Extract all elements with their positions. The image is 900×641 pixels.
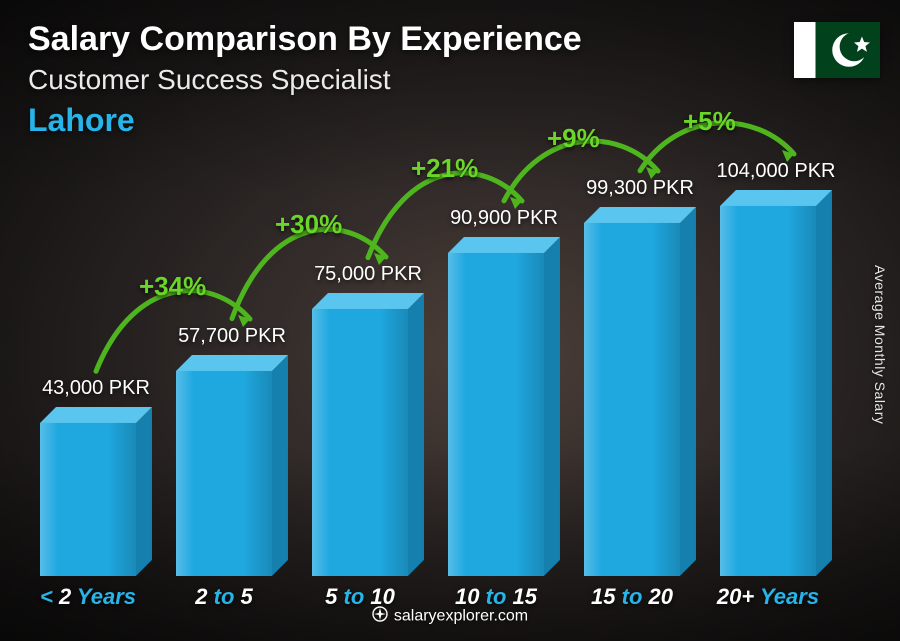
bar-value-label: 90,900 PKR (438, 207, 570, 230)
compass-icon (372, 606, 388, 627)
bar-front (720, 206, 816, 576)
bar-top (720, 190, 832, 206)
bar-front (176, 371, 272, 576)
bar-side (136, 407, 152, 576)
bar-top (312, 293, 424, 309)
bar-top (176, 355, 288, 371)
bar-front (584, 223, 680, 576)
increment-label: +30% (275, 209, 342, 240)
bar-side (272, 355, 288, 576)
increment-label: +5% (683, 106, 736, 137)
bar-top (40, 407, 152, 423)
bar-front (448, 253, 544, 576)
footer-attribution: salaryexplorer.com (0, 606, 900, 627)
footer-text: salaryexplorer.com (394, 608, 528, 625)
bar-front (312, 309, 408, 576)
bar-front (40, 423, 136, 576)
bar-side (544, 237, 560, 576)
bar (584, 223, 680, 576)
bar-value-label: 57,700 PKR (166, 325, 298, 348)
bar (448, 253, 544, 576)
bar-value-label: 104,000 PKR (710, 160, 842, 183)
bar (312, 309, 408, 576)
bar-top (584, 207, 696, 223)
bar-value-label: 43,000 PKR (30, 377, 162, 400)
bar-value-label: 75,000 PKR (302, 263, 434, 286)
bar (720, 206, 816, 576)
bar-side (408, 293, 424, 576)
bar-top (448, 237, 560, 253)
increment-label: +34% (139, 271, 206, 302)
increment-label: +9% (547, 123, 600, 154)
bar-chart: 43,000 PKR< 2 Years57,700 PKR2 to 575,00… (0, 0, 900, 641)
bar-value-label: 99,300 PKR (574, 177, 706, 200)
bar (176, 371, 272, 576)
bar-side (680, 207, 696, 576)
bar (40, 423, 136, 576)
increment-label: +21% (411, 153, 478, 184)
bar-side (816, 190, 832, 576)
infographic-canvas: Salary Comparison By Experience Customer… (0, 0, 900, 641)
